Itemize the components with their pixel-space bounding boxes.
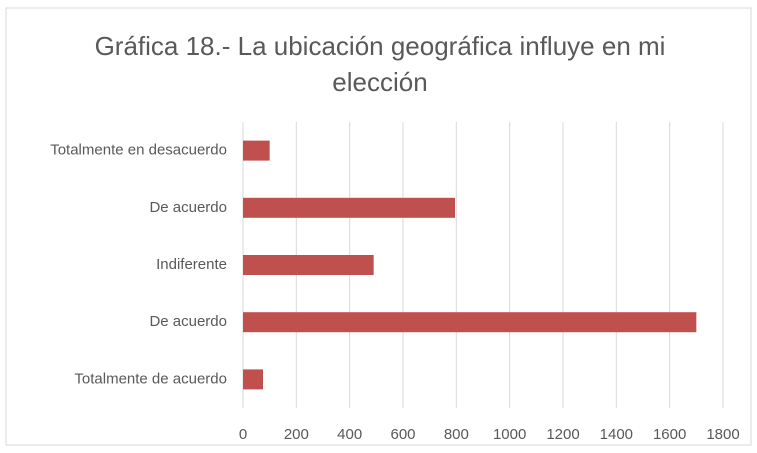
x-tick-label: 1200 bbox=[546, 426, 579, 443]
x-tick-label: 1400 bbox=[600, 426, 633, 443]
y-tick-label: De acuerdo bbox=[149, 313, 227, 330]
x-tick-label: 400 bbox=[337, 426, 362, 443]
bar bbox=[243, 140, 270, 161]
y-tick-label: Totalmente en desacuerdo bbox=[50, 142, 227, 159]
y-tick-label: Totalmente de acuerdo bbox=[74, 370, 227, 387]
y-tick-label: Indiferente bbox=[156, 256, 227, 273]
x-tick-label: 800 bbox=[444, 426, 469, 443]
x-tick-label: 1000 bbox=[493, 426, 526, 443]
x-tick-label: 200 bbox=[284, 426, 309, 443]
bar bbox=[243, 197, 455, 218]
chart-frame bbox=[5, 7, 752, 446]
bar bbox=[243, 312, 697, 333]
bar bbox=[243, 369, 263, 390]
x-tick-label: 1800 bbox=[706, 426, 739, 443]
chart-title: Gráfica 18.- La ubicación geográfica inf… bbox=[94, 31, 666, 97]
x-tick-label: 600 bbox=[390, 426, 415, 443]
x-tick-label: 0 bbox=[239, 426, 247, 443]
x-tick-label: 1600 bbox=[653, 426, 686, 443]
bar bbox=[243, 255, 374, 275]
y-tick-label: De acuerdo bbox=[149, 199, 227, 216]
